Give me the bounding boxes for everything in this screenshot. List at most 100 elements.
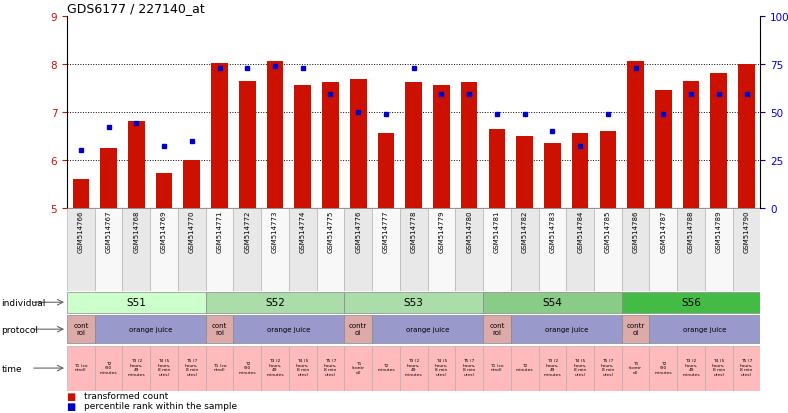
Text: T1
(contr
ol): T1 (contr ol) [629,361,642,374]
Text: GSM514769: GSM514769 [161,210,167,253]
Bar [289,346,317,391]
Bar [483,316,511,343]
Text: S53: S53 [403,297,424,307]
Bar [622,316,649,343]
Bar [622,346,649,391]
Bar [511,316,622,343]
Text: T4 (5
hours,
8 min
utes): T4 (5 hours, 8 min utes) [574,358,587,376]
Text: contr
ol: contr ol [626,322,645,335]
Text: GSM514773: GSM514773 [272,210,278,253]
Text: S54: S54 [542,297,563,307]
Text: T5 (7
hours,
8 min
utes): T5 (7 hours, 8 min utes) [324,358,337,376]
Text: T2
(90
minutes: T2 (90 minutes [655,361,672,374]
Bar [649,316,760,343]
Text: GSM514766: GSM514766 [78,210,84,253]
Text: ■: ■ [67,401,80,411]
Bar [266,62,284,209]
Bar [377,134,394,209]
Text: T3 (2
hours,
49
minutes: T3 (2 hours, 49 minutes [128,358,145,376]
Text: GSM514780: GSM514780 [466,210,472,253]
Bar [489,129,505,209]
Text: T1 (co
ntrol): T1 (co ntrol) [74,363,87,372]
Bar [433,86,450,209]
Text: T2
minutes: T2 minutes [516,363,533,372]
Text: T4 (5
hours,
8 min
utes): T4 (5 hours, 8 min utes) [712,358,726,376]
Bar [538,209,567,291]
Bar [405,83,422,209]
Bar [95,316,206,343]
Bar [428,346,455,391]
Text: GSM514790: GSM514790 [744,210,749,253]
Text: GSM514783: GSM514783 [549,210,556,253]
Bar [483,209,511,291]
Text: S51: S51 [126,297,147,307]
Bar [594,209,622,291]
Text: GSM514774: GSM514774 [299,210,306,252]
Bar [317,209,344,291]
Bar [317,346,344,391]
Text: GSM514771: GSM514771 [217,210,222,253]
Bar [67,316,95,343]
Bar [344,209,372,291]
Bar [461,83,478,209]
Text: GSM514777: GSM514777 [383,210,389,253]
Bar [206,346,233,391]
Bar [211,64,228,209]
Bar [649,346,677,391]
Bar [649,209,677,291]
Text: T1 (co
ntrol): T1 (co ntrol) [490,363,504,372]
Bar [627,62,644,209]
Text: T4 (5
hours,
8 min
utes): T4 (5 hours, 8 min utes) [158,358,171,376]
Text: GSM514772: GSM514772 [244,210,251,252]
Text: T5 (7
hours,
8 min
utes): T5 (7 hours, 8 min utes) [463,358,476,376]
Bar [178,346,206,391]
Bar [184,161,200,209]
Bar [261,209,289,291]
Bar [233,209,261,291]
Text: individual: individual [2,298,46,307]
Bar [344,292,483,313]
Bar [516,137,533,209]
Bar [122,209,151,291]
Text: GSM514770: GSM514770 [189,210,195,253]
Text: T2
(90
minutes: T2 (90 minutes [100,361,117,374]
Bar [655,91,671,209]
Text: T3 (2
hours,
49
minutes: T3 (2 hours, 49 minutes [544,358,561,376]
Text: GSM514767: GSM514767 [106,210,112,253]
Bar [350,80,366,209]
Text: T4 (5
hours,
8 min
utes): T4 (5 hours, 8 min utes) [296,358,310,376]
Bar [705,209,733,291]
Bar [156,173,173,209]
Bar [322,83,339,209]
Bar [122,346,151,391]
Text: cont
rol: cont rol [73,322,88,335]
Text: GSM514781: GSM514781 [494,210,500,253]
Bar [233,346,261,391]
Bar [178,209,206,291]
Bar [206,316,233,343]
Text: GSM514776: GSM514776 [355,210,361,253]
Bar [544,144,561,209]
Text: GSM514785: GSM514785 [605,210,611,252]
Bar [206,209,233,291]
Text: GSM514778: GSM514778 [411,210,417,253]
Bar [400,346,428,391]
Bar [295,86,311,209]
Text: orange juice: orange juice [545,326,588,332]
Text: cont
rol: cont rol [489,322,504,335]
Bar [455,209,483,291]
Text: GDS6177 / 227140_at: GDS6177 / 227140_at [67,2,205,15]
Bar [567,346,594,391]
Text: T1 (co
ntrol): T1 (co ntrol) [213,363,226,372]
Bar [372,209,400,291]
Text: ■: ■ [67,391,80,401]
Bar [428,209,455,291]
Bar [151,346,178,391]
Bar [483,292,622,313]
Text: S56: S56 [681,297,701,307]
Bar [289,209,317,291]
Text: GSM514787: GSM514787 [660,210,667,253]
Bar [511,346,538,391]
Bar [711,74,727,209]
Bar [344,316,372,343]
